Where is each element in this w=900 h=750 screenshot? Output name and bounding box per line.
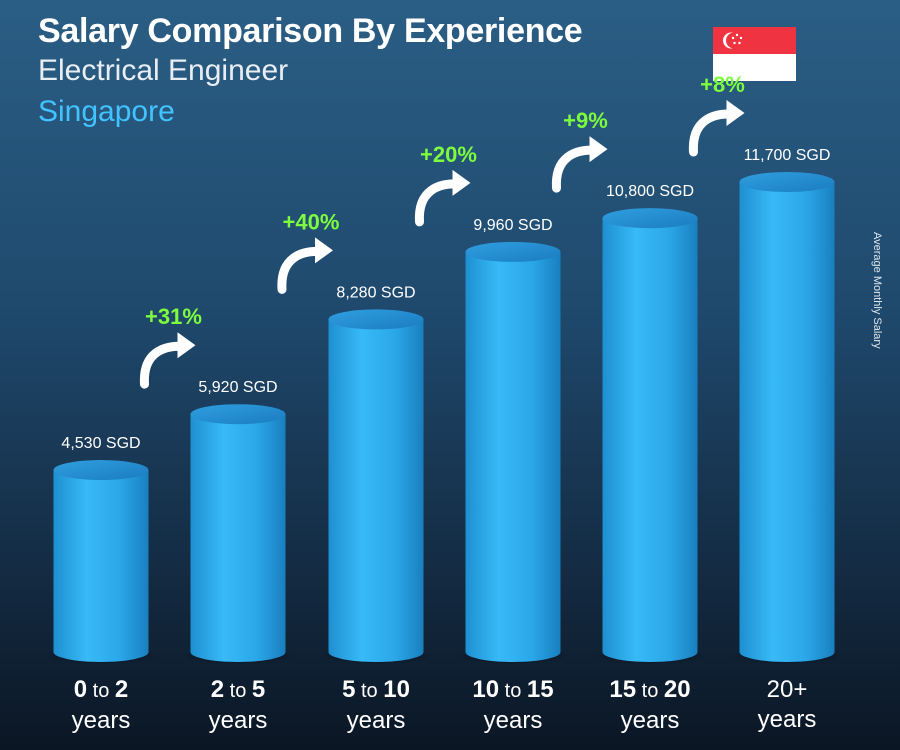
salary-bar [739, 182, 835, 663]
y-axis-label: Average Monthly Salary [871, 232, 883, 349]
increase-arrow [139, 332, 196, 389]
location-label: Singapore [38, 95, 175, 128]
bar-top [190, 404, 286, 425]
bar-top [53, 460, 149, 481]
chart-title: Salary Comparison By Experience [38, 12, 583, 50]
value-label: 8,280 SGD [336, 284, 415, 301]
increase-arrow [277, 237, 333, 294]
salary-bar [53, 470, 149, 663]
x-axis-label: 20+ years [757, 676, 817, 733]
x-axis-label: 0 to 2 years [71, 676, 131, 734]
salary-bar [602, 218, 698, 663]
percent-increase-label: +9% [563, 108, 608, 133]
x-axis-label: 10 to 15 years [472, 676, 554, 734]
percent-increase-label: +8% [700, 72, 745, 97]
bar-top [328, 309, 424, 330]
salary-bar [190, 414, 286, 663]
value-label: 11,700 SGD [744, 147, 831, 164]
increase-arrow [688, 100, 745, 157]
x-axis-label: 2 to 5 years [208, 676, 268, 734]
x-axis-label: 5 to 10 years [342, 676, 410, 734]
bar-top [465, 241, 561, 262]
x-axis-label: 15 to 20 years [609, 676, 691, 734]
increase-arrow [551, 136, 608, 193]
percent-increase-label: +31% [145, 304, 202, 329]
salary-bar [328, 319, 424, 663]
salary-bar [465, 251, 561, 663]
bar-top [739, 172, 835, 192]
value-label: 9,960 SGD [473, 217, 552, 234]
percent-increase-label: +20% [420, 142, 477, 167]
singapore-flag-icon [713, 27, 796, 81]
job-title: Electrical Engineer [38, 54, 289, 87]
bar-top [602, 208, 698, 229]
percent-increase-label: +40% [283, 209, 340, 234]
value-label: 4,530 SGD [61, 435, 140, 452]
value-label: 10,800 SGD [606, 183, 694, 200]
increase-arrow [414, 169, 471, 227]
value-label: 5,920 SGD [198, 379, 277, 396]
